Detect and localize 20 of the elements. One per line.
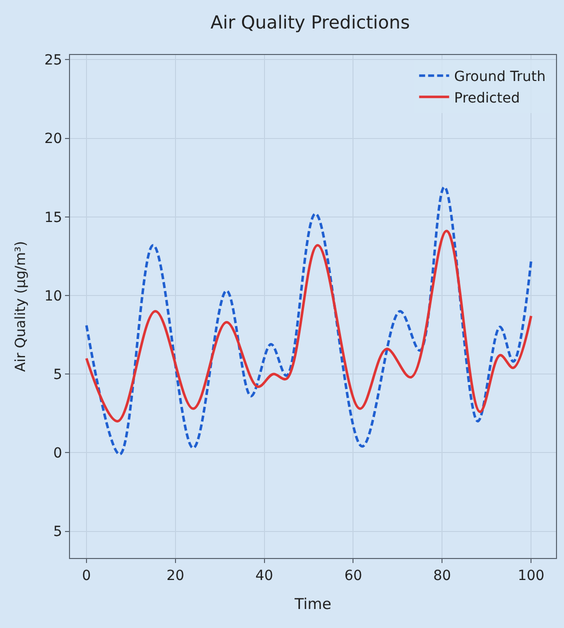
x-axis-title: Time xyxy=(294,594,332,613)
y-tick-label: 15 xyxy=(44,210,62,226)
x-tick-label: 0 xyxy=(82,568,91,584)
line-series xyxy=(85,230,532,422)
x-tick-label: 20 xyxy=(166,568,184,584)
x-tick-label: 40 xyxy=(255,568,274,584)
x-tick-label: 60 xyxy=(344,568,362,584)
legend-label: Ground Truth xyxy=(454,69,546,86)
y-axis-title: Air Quality (µg/m³) xyxy=(12,241,29,372)
y-tick-label: 20 xyxy=(44,131,62,148)
x-tick-label: 100 xyxy=(518,568,544,584)
line-series xyxy=(85,186,532,456)
legend-label: Predicted xyxy=(454,90,520,106)
y-tick-label: 25 xyxy=(44,52,62,69)
x-tick-label: 80 xyxy=(433,568,452,584)
chart-title: Air Quality Predictions xyxy=(210,12,410,34)
y-tick-label: 10 xyxy=(44,288,62,304)
y-tick-label: 5 xyxy=(53,524,62,540)
y-tick-label: 0 xyxy=(53,446,62,462)
y-tick-label: 5 xyxy=(53,366,62,383)
